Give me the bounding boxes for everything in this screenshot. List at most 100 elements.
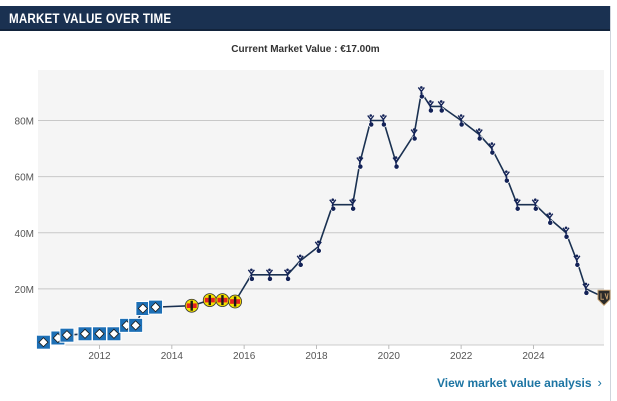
tottenham-ball-icon: [532, 205, 539, 212]
tottenham-cockerel-icon: [329, 199, 337, 207]
tottenham-cockerel-icon: [457, 115, 465, 123]
tottenham-head-icon: [358, 156, 362, 159]
data-point-tottenham: [417, 86, 425, 100]
data-point-tottenham: [392, 156, 400, 170]
data-point-tottenham: [546, 212, 554, 226]
tottenham-cockerel-icon: [502, 171, 510, 179]
data-point-tottenham: [247, 268, 255, 282]
tottenham-cockerel-icon: [283, 269, 292, 277]
tottenham-ball-icon: [458, 121, 465, 128]
lafc-letters-icon: [600, 293, 609, 300]
tottenham-head-icon: [533, 198, 537, 201]
tottenham-ball-icon: [393, 163, 400, 170]
tottenham-ball-icon: [330, 205, 337, 212]
data-point-tottenham: [349, 198, 357, 212]
leverkusen-cross-icon: [208, 295, 211, 306]
tottenham-cockerel-icon: [475, 129, 483, 137]
data-point-tottenham: [356, 156, 364, 170]
hsv-diamond-icon: [108, 328, 120, 339]
tottenham-cockerel-icon: [417, 87, 425, 95]
tottenham-head-icon: [575, 254, 579, 258]
tottenham-cockerel-icon: [349, 199, 357, 207]
tottenham-head-icon: [439, 100, 443, 103]
tottenham-cockerel-icon: [573, 255, 581, 263]
tottenham-ball-icon: [489, 149, 496, 156]
tottenham-cockerel-icon: [410, 129, 418, 137]
tottenham-head-icon: [369, 114, 373, 117]
tottenham-head-icon: [477, 128, 481, 131]
data-point-tottenham: [283, 268, 292, 282]
tottenham-ball-icon: [476, 135, 483, 142]
data-point-tottenham: [329, 198, 337, 212]
tottenham-cockerel-icon: [531, 199, 539, 207]
tottenham-ball-icon: [350, 205, 357, 212]
data-point-tottenham: [475, 128, 483, 142]
data-point-hsv: [77, 326, 93, 342]
hsv-diamond-icon: [61, 330, 73, 341]
data-point-tottenham: [379, 114, 387, 128]
x-tick-label: 2024: [522, 351, 545, 362]
tottenham-ball-icon: [583, 289, 590, 296]
tottenham-cockerel-icon: [314, 241, 322, 249]
hsv-diamond-icon: [94, 328, 105, 339]
tottenham-ball-icon: [315, 247, 322, 254]
tottenham-cockerel-icon: [426, 101, 434, 109]
tottenham-cockerel-icon: [296, 255, 304, 263]
tottenham-head-icon: [250, 268, 253, 272]
tottenham-head-icon: [548, 212, 552, 216]
tottenham-cockerel-icon: [367, 115, 375, 123]
leverkusen-cross-icon: [190, 300, 193, 311]
axes: 20M 40M 60M 80M 2012 2014 2016 2018 2020 2022 2024: [15, 117, 604, 362]
tottenham-cockerel-icon: [546, 213, 554, 221]
tottenham-ball-icon: [368, 121, 375, 128]
data-point-hsv: [35, 334, 51, 350]
data-point-tottenham: [367, 114, 375, 128]
data-point-hsv: [106, 326, 122, 342]
data-point-tottenham: [502, 170, 510, 184]
tottenham-ball-icon: [418, 93, 425, 100]
tottenham-head-icon: [268, 268, 271, 272]
tottenham-ball-icon: [427, 107, 434, 114]
tottenham-head-icon: [584, 282, 588, 286]
tottenham-head-icon: [286, 268, 289, 272]
club-markers: [35, 86, 611, 350]
chevron-right-icon: ›: [597, 375, 602, 390]
data-point-hsv: [91, 326, 107, 342]
data-point-leverkusen: [184, 298, 199, 313]
data-point-hsv: [148, 299, 164, 315]
tottenham-ball-icon: [503, 177, 510, 184]
view-market-value-analysis-link[interactable]: View market value analysis ›: [437, 375, 602, 390]
link-label: View market value analysis: [437, 376, 592, 390]
data-point-hsv: [59, 327, 75, 343]
tottenham-head-icon: [316, 240, 320, 244]
tottenham-head-icon: [351, 198, 354, 201]
y-tick-label: 40M: [15, 229, 34, 240]
tottenham-ball-icon: [380, 121, 387, 128]
data-point-tottenham: [265, 268, 274, 282]
y-tick-label: 60M: [15, 173, 34, 184]
data-point-tottenham: [573, 254, 581, 268]
tottenham-head-icon: [564, 226, 568, 230]
tottenham-head-icon: [459, 114, 463, 117]
hsv-diamond-icon: [130, 320, 141, 331]
tottenham-cockerel-icon: [247, 269, 255, 277]
x-tick-label: 2012: [88, 351, 111, 362]
panel-border: [610, 6, 611, 401]
data-point-tottenham: [314, 240, 322, 254]
tottenham-ball-icon: [563, 233, 570, 240]
tottenham-ball-icon: [267, 275, 273, 282]
data-point-tottenham: [437, 100, 445, 114]
leverkusen-cross-icon: [233, 296, 237, 307]
tottenham-head-icon: [420, 86, 423, 89]
data-point-hsv: [135, 301, 151, 317]
hsv-diamond-icon: [150, 302, 161, 313]
tottenham-head-icon: [394, 156, 398, 159]
x-tick-label: 2016: [233, 351, 256, 362]
tottenham-cockerel-icon: [265, 269, 274, 277]
data-point-tottenham: [426, 100, 434, 114]
tottenham-cockerel-icon: [513, 199, 521, 207]
data-point-tottenham: [457, 114, 465, 128]
tottenham-ball-icon: [411, 135, 418, 142]
tottenham-cockerel-icon: [356, 157, 364, 165]
